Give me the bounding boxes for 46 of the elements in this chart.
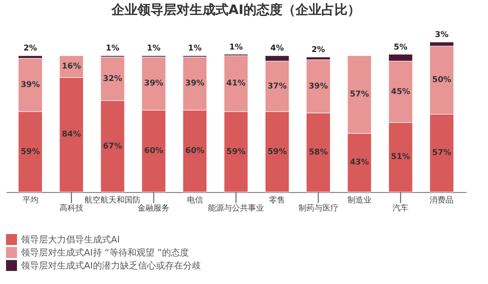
data-label: 1% [229, 42, 243, 52]
x-tick-label: 制药与医疗 [298, 204, 338, 212]
data-label: 1% [146, 44, 161, 53]
x-tick-label: 航空航天和国防 [84, 196, 141, 204]
data-label: 67% [102, 141, 122, 150]
data-label: 57% [432, 148, 452, 158]
data-label: 84% [62, 130, 81, 139]
legend-label: 领导层对生成式AI持 “等待和观望 ”的态度 [21, 248, 189, 258]
data-label: 2% [23, 44, 38, 53]
x-tick-label: 平均 [22, 196, 38, 204]
data-label: 60% [144, 146, 164, 156]
data-label: 39% [185, 78, 204, 88]
data-label: 45% [391, 86, 410, 96]
x-tick-label: 高科技 [59, 204, 84, 212]
data-label: 60% [185, 146, 204, 156]
x-tick-label: 消费品 [430, 196, 454, 204]
x-tick-label: 汽车 [392, 204, 409, 212]
data-label: 3% [434, 30, 449, 39]
data-label: 2% [311, 45, 326, 54]
x-tick-label: 电信 [186, 196, 203, 204]
data-label: 4% [270, 44, 284, 53]
data-label: 37% [268, 81, 287, 90]
data-label: 5% [394, 42, 408, 52]
data-label: 32% [102, 74, 122, 83]
legend-label: 领导层大力倡导生成式AI [21, 234, 120, 246]
data-label: 41% [226, 78, 246, 88]
data-label: 59% [268, 146, 287, 156]
data-label: 58% [308, 147, 328, 156]
data-label: 50% [432, 75, 452, 84]
data-label: 51% [391, 152, 410, 162]
data-label: 43% [350, 158, 370, 167]
data-label: 1% [106, 44, 120, 53]
chart-title: 企业领导层对生成式AI的态度（企业占比） [110, 2, 360, 18]
data-label: 59% [20, 146, 40, 156]
x-tick-label: 金融服务 [138, 204, 170, 212]
data-label: 39% [308, 81, 328, 90]
legend-label: 领导层对生成式AI的潜力缺乏信心或存在分歧 [21, 260, 201, 272]
x-tick-label: 能源与公共事业 [208, 204, 264, 212]
data-label: 39% [20, 80, 40, 89]
data-label: 57% [350, 90, 370, 98]
data-label: 16% [62, 62, 81, 71]
x-tick-label: 制造业 [347, 196, 372, 204]
data-label: 39% [144, 78, 164, 88]
x-tick-label: 零售 [269, 196, 286, 204]
data-label: 59% [226, 146, 246, 156]
data-label: 1% [188, 44, 202, 53]
